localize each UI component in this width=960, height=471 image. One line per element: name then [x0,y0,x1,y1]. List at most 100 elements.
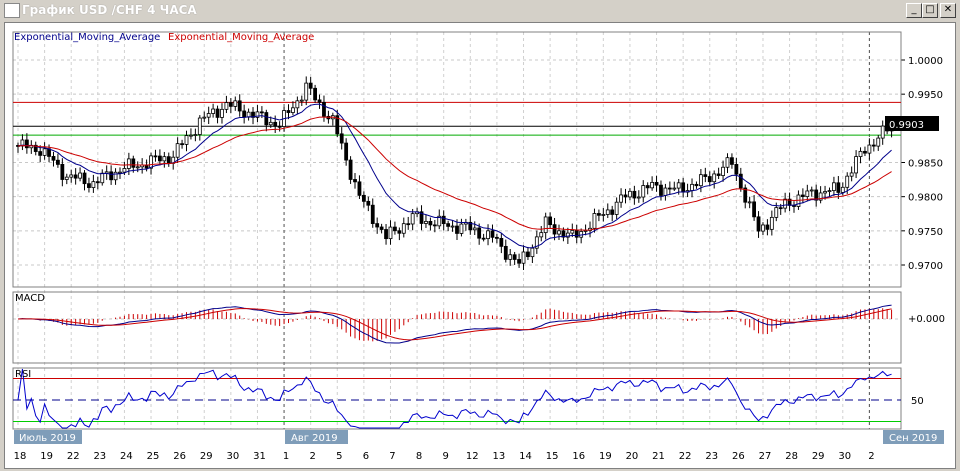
date-tick-label: 8 [416,451,422,462]
candle [73,174,78,179]
date-tick-label: 23 [93,451,106,462]
candle [131,158,136,168]
candle [113,171,118,181]
candle [610,209,615,215]
candle [712,173,717,183]
candle [446,223,451,227]
candle [512,254,517,260]
candle [508,254,513,260]
candle [468,221,473,231]
date-tick-label: 30 [838,451,851,462]
candle [681,182,686,193]
candle [401,223,406,234]
candle [659,184,663,196]
price-tick-label: 0.9700 [908,261,943,272]
candle [361,194,366,202]
ema-slow-line [17,116,892,231]
price-tick-label: 0.9850 [908,159,943,170]
date-tick-label: 16 [572,451,585,462]
candle [393,226,397,232]
candle [24,139,29,149]
current-price-marker [885,116,939,131]
candle [286,110,291,113]
panel-frame [12,31,902,288]
date-tick-label: 26 [173,451,186,462]
date-tick-label: 13 [493,451,506,462]
close-button[interactable]: ✕ [940,3,956,18]
ema-fast-line [17,103,892,249]
candle [304,82,309,101]
candle [277,125,282,128]
candle [180,143,184,146]
candle [725,157,730,168]
panel-frame [12,291,902,364]
window-title: График USD /CHF 4 ЧАСА [22,3,197,17]
candle [663,187,668,196]
candle [220,108,224,118]
candle [730,157,734,165]
candle [752,201,757,218]
candle [64,176,69,180]
candle [69,174,74,178]
date-tick-label: 14 [519,451,532,462]
date-tick-label: 29 [200,451,213,462]
chart-icon [4,3,20,18]
candle [721,166,725,176]
candle [118,171,122,174]
candle [570,230,575,234]
candle [424,221,428,224]
candle [51,156,56,161]
candle [268,121,273,126]
candle [774,207,779,218]
candle [419,211,424,224]
date-tick-label: 5 [336,451,342,462]
month-label-sep: Сен 2019 [889,433,937,444]
macd-line [17,304,892,344]
candle [490,230,495,238]
candle [237,100,242,112]
candle [379,226,384,230]
date-tick-label: 9 [443,451,449,462]
candle [836,182,841,193]
candle [601,214,606,216]
candle [87,183,91,188]
month-tag-jul [14,430,82,444]
month-tag-aug [285,430,348,444]
candle [636,196,641,199]
candle [472,227,477,231]
candle [375,223,380,228]
candle [441,215,446,225]
candle [499,237,504,247]
date-tick-label: 18 [14,451,27,462]
candle [157,155,162,162]
candle [184,135,189,145]
minimize-button[interactable]: _ [906,3,922,18]
candle [809,189,814,192]
candle [769,216,774,230]
date-tick-label: 24 [120,451,133,462]
date-tick-label: 19 [599,451,612,462]
candle [228,102,233,107]
candle [849,172,854,177]
candle [322,101,326,117]
date-tick-label: 22 [67,451,80,462]
candle [530,247,535,258]
candle [109,171,114,181]
candle [486,230,490,240]
macd-label: MACD [15,293,45,304]
candle [153,155,158,158]
candle [353,179,357,183]
candle [823,191,827,194]
candle [477,227,482,239]
legend-ema-fast: Exponential_Moving_Average [14,32,160,43]
candle [814,189,819,201]
candle [202,116,207,119]
rsi-level-label: 50 [911,396,924,407]
maximize-button[interactable]: □ [922,3,938,18]
candle [521,251,526,264]
candle [317,99,322,103]
candle [344,142,349,161]
chart-area[interactable]: Exponential_Moving_Average Exponential_M… [4,22,956,469]
candle [756,216,761,232]
date-tick-label: 28 [785,451,798,462]
